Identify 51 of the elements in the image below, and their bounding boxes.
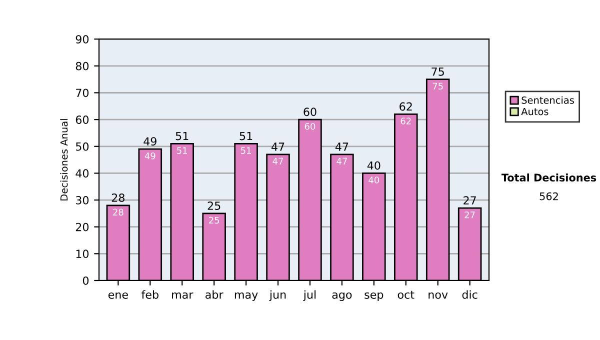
text: Total Decisiones (501, 173, 596, 182)
total-label: 25 (208, 202, 220, 210)
total-label: 49 (144, 137, 156, 146)
legend-label: Sentencias (522, 96, 574, 104)
x-tick-label: ene (108, 292, 128, 299)
x-tick-label: dic (462, 290, 478, 299)
data-label: 75 (432, 82, 443, 90)
data-label: 25 (209, 216, 220, 224)
y-tick-label: 40 (76, 169, 89, 178)
legend-label: Autos (521, 108, 548, 116)
data-label: 51 (177, 147, 188, 154)
total-label: 47 (335, 142, 348, 151)
total-label: 62 (400, 102, 412, 111)
y-tick-label: 20 (76, 222, 89, 232)
total-label: 40 (367, 161, 380, 170)
y-tick-label: 70 (76, 88, 89, 98)
text: 562 (540, 192, 558, 200)
y-tick-label: 80 (76, 62, 89, 70)
x-tick-label: jul (303, 290, 316, 301)
y-axis-title: Decisiones Anual (60, 119, 68, 200)
data-label: 47 (336, 158, 347, 165)
y-tick-label: 0 (82, 276, 89, 285)
total-label: 28 (112, 194, 124, 202)
x-tick-label: mar (172, 292, 194, 299)
x-tick-label: may (234, 292, 258, 301)
data-label: 62 (400, 118, 411, 124)
x-tick-label: oct (398, 290, 414, 299)
y-tick-label: 90 (76, 35, 89, 44)
data-label: 40 (368, 176, 380, 184)
y-tick-label: 50 (76, 142, 89, 151)
total-label: 60 (304, 108, 316, 116)
total-label: 75 (432, 68, 444, 76)
x-tick-label: feb (142, 290, 158, 299)
x-tick-label: ago (332, 292, 352, 301)
x-tick-label: sep (364, 292, 384, 301)
x-tick-label: nov (428, 292, 448, 299)
data-label: 27 (464, 211, 475, 218)
x-tick-label: abr (206, 290, 224, 299)
data-label: 49 (144, 152, 156, 160)
y-tick-label: 10 (76, 250, 89, 258)
y-tick-label: 60 (76, 116, 89, 124)
total-label: 47 (271, 142, 284, 151)
data-label: 28 (113, 208, 124, 216)
total-label: 27 (464, 196, 476, 204)
total-label: 51 (176, 132, 188, 140)
data-label: 47 (272, 158, 283, 165)
total-label: 51 (240, 132, 252, 140)
x-tick-label: jun (269, 290, 286, 301)
data-label: 60 (304, 122, 316, 130)
data-label: 51 (241, 147, 251, 154)
y-tick-label: 30 (76, 196, 89, 204)
